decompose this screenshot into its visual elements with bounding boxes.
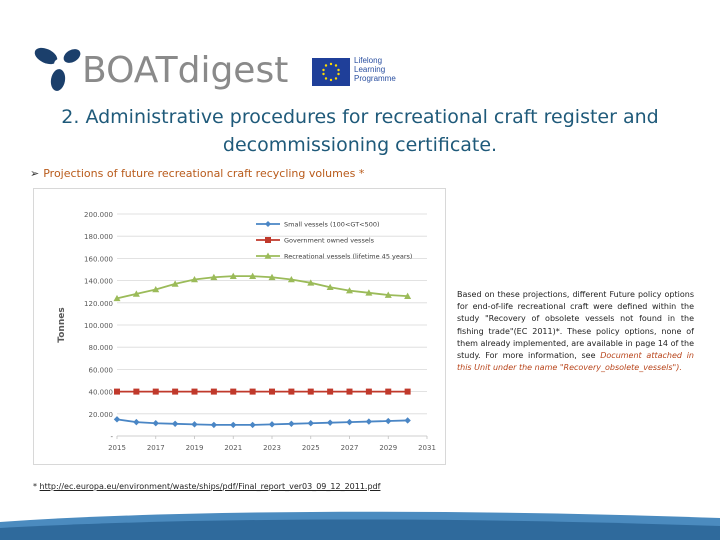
document-reference: Document attached in this Unit under the… bbox=[457, 351, 694, 373]
data-point bbox=[249, 272, 257, 279]
data-point bbox=[365, 418, 373, 425]
data-point bbox=[404, 388, 411, 395]
data-point bbox=[346, 388, 353, 395]
line-chart: - 20.000 40.000 60.000 80.000 100.000 120.000 1… bbox=[57, 211, 436, 452]
propeller-icon bbox=[34, 47, 81, 91]
brand-name: BOATdigest bbox=[82, 50, 289, 91]
data-point bbox=[365, 289, 373, 296]
data-point bbox=[326, 419, 334, 426]
data-point bbox=[230, 388, 237, 395]
data-point bbox=[327, 388, 334, 395]
data-point bbox=[307, 279, 315, 286]
series-line bbox=[116, 275, 408, 300]
chart-frame: - 20.000 40.000 60.000 80.000 100.000 120.000 1… bbox=[33, 188, 446, 465]
data-point bbox=[287, 275, 295, 283]
y-tick-label: 120.000 bbox=[84, 300, 113, 308]
legend-label: Small vessels (100<GT<500) bbox=[284, 221, 380, 229]
data-point bbox=[152, 388, 159, 395]
data-point bbox=[268, 421, 276, 428]
data-point bbox=[326, 283, 334, 291]
y-tick-label: 100.000 bbox=[84, 322, 113, 330]
legend-label: Recreational vessels (lifetime 45 years) bbox=[284, 253, 412, 261]
data-point bbox=[113, 416, 121, 423]
y-tick-label: 140.000 bbox=[84, 278, 113, 286]
footnote: * http://ec.europa.eu/environment/waste/… bbox=[33, 482, 381, 491]
eu-flag-icon bbox=[312, 58, 350, 86]
data-point bbox=[171, 420, 179, 427]
data-point bbox=[133, 418, 140, 426]
data-point bbox=[288, 388, 295, 395]
y-tick-label: - bbox=[110, 433, 113, 441]
series-line bbox=[116, 418, 408, 426]
bullet-heading: ➢ Projections of future recreational craf… bbox=[30, 167, 365, 180]
x-tick-label: 2027 bbox=[341, 444, 359, 452]
x-tick-label: 2025 bbox=[302, 444, 320, 452]
data-point bbox=[346, 418, 353, 426]
data-point bbox=[307, 388, 314, 395]
x-tick-label: 2023 bbox=[263, 444, 281, 452]
slide-title: 2. Administrative procedures for recreat… bbox=[61, 106, 659, 156]
legend-marker bbox=[265, 221, 271, 227]
legend-marker bbox=[265, 237, 271, 243]
data-point bbox=[152, 420, 159, 427]
data-point bbox=[210, 421, 218, 429]
x-tick-label: 2015 bbox=[108, 444, 126, 452]
arrow-bullet-icon: ➢ bbox=[30, 167, 40, 180]
data-point bbox=[191, 421, 198, 428]
data-point bbox=[307, 420, 314, 427]
y-tick-label: 40.000 bbox=[89, 389, 114, 397]
y-tick-label: 60.000 bbox=[89, 366, 114, 374]
x-tick-label: 2029 bbox=[379, 444, 397, 452]
y-axis-label: Tonnes bbox=[57, 307, 67, 342]
data-point bbox=[210, 388, 217, 395]
y-tick-label: 180.000 bbox=[84, 233, 113, 241]
legend-marker bbox=[264, 252, 272, 259]
data-point bbox=[385, 388, 392, 395]
data-point bbox=[172, 388, 179, 395]
data-point bbox=[346, 287, 353, 294]
bottom-decoration bbox=[0, 511, 720, 540]
footnote-link[interactable]: http://ec.europa.eu/environment/waste/sh… bbox=[39, 482, 381, 491]
data-point bbox=[385, 417, 392, 425]
x-tick-label: 2031 bbox=[418, 444, 436, 452]
data-point bbox=[404, 292, 412, 299]
y-tick-label: 80.000 bbox=[89, 344, 114, 352]
data-point bbox=[191, 275, 198, 283]
data-point bbox=[249, 421, 256, 429]
data-point bbox=[171, 280, 179, 287]
data-point bbox=[229, 272, 237, 279]
data-point bbox=[210, 273, 218, 281]
boatdigest-logo bbox=[34, 47, 81, 91]
body-paragraph: Based on these projections, different Fu… bbox=[457, 290, 694, 373]
data-point bbox=[152, 285, 160, 293]
data-point bbox=[365, 388, 372, 395]
data-point bbox=[288, 420, 295, 427]
data-point bbox=[132, 290, 140, 297]
x-tick-label: 2021 bbox=[224, 444, 242, 452]
data-point bbox=[191, 388, 198, 395]
x-tick-label: 2017 bbox=[147, 444, 165, 452]
data-point bbox=[268, 273, 276, 281]
data-point bbox=[133, 388, 140, 395]
programme-label: Lifelong Learning Programme bbox=[354, 56, 396, 83]
y-tick-label: 160.000 bbox=[84, 255, 113, 263]
data-point bbox=[269, 388, 275, 395]
y-tick-label: 20.000 bbox=[89, 411, 114, 419]
data-point bbox=[384, 291, 392, 298]
data-point bbox=[114, 388, 120, 395]
legend-label: Government owned vessels bbox=[284, 237, 375, 245]
y-tick-label: 200.000 bbox=[84, 211, 113, 219]
data-point bbox=[230, 421, 237, 429]
data-point bbox=[113, 294, 121, 302]
data-point bbox=[249, 388, 256, 395]
data-point bbox=[404, 417, 411, 424]
x-tick-label: 2019 bbox=[186, 444, 204, 452]
